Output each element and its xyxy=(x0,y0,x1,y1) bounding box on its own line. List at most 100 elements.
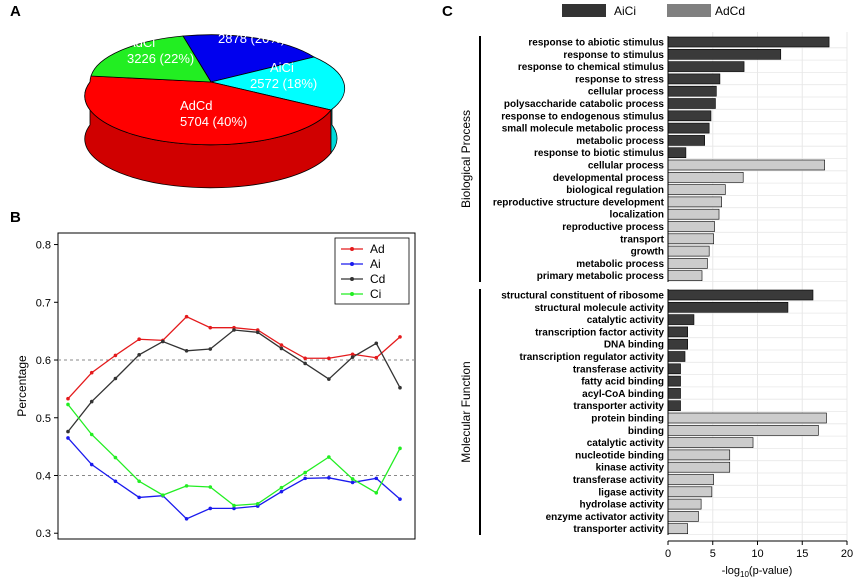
bar xyxy=(667,375,681,387)
bar xyxy=(667,461,731,473)
legend-label-ai: Ai xyxy=(370,257,381,271)
bar-label: small molecule metabolic process xyxy=(502,124,665,135)
bar-label: cellular process xyxy=(588,87,665,98)
x-tick-label: 10 xyxy=(751,548,763,560)
x-tick-label: 0 xyxy=(665,548,671,560)
bar xyxy=(667,363,681,375)
point-ci xyxy=(303,470,307,475)
bar xyxy=(667,159,825,171)
group-title: Molecular Function xyxy=(459,361,473,462)
point-ai xyxy=(232,506,236,511)
point-ai xyxy=(303,476,307,481)
bar-label: catalytic activity xyxy=(587,315,665,326)
legend-label-cd: Cd xyxy=(370,272,385,286)
bar xyxy=(667,486,713,498)
pie-name-adcd: AdCd xyxy=(180,98,213,113)
x-axis-label-suffix: (p-value) xyxy=(749,565,792,577)
bar-chart: AiCi AdCd response to abiotic stimulusres… xyxy=(459,4,853,579)
bar-label: response to biotic stimulus xyxy=(534,148,664,159)
bar-label: reproductive process xyxy=(562,222,664,233)
bar xyxy=(667,314,695,325)
point-ai xyxy=(398,497,402,501)
bar xyxy=(667,523,688,535)
bar-label: cellular process xyxy=(588,161,665,172)
bar-label: response to stress xyxy=(575,74,664,85)
pie-chart: AiCd 2878 (20%) AiCi 2572 (18%) AdCd 570… xyxy=(84,16,346,189)
x-axis-label-prefix: -log xyxy=(722,565,740,577)
bar-label: transcription regulator activity xyxy=(520,352,665,363)
pie-slice-aicd xyxy=(182,34,316,83)
series-line-ci xyxy=(67,404,401,507)
point-ad xyxy=(113,353,118,358)
point-ad xyxy=(398,335,402,339)
legend-marker-cd xyxy=(350,277,354,281)
legend-label-ci: Ci xyxy=(370,287,381,301)
point-cd xyxy=(232,328,236,332)
bar xyxy=(667,449,731,461)
point-ci xyxy=(184,484,189,488)
y-tick-label: 0.4 xyxy=(36,470,51,482)
point-cd xyxy=(137,353,141,357)
bar xyxy=(667,474,714,485)
point-ad xyxy=(66,396,70,401)
y-tick-label: 0.5 xyxy=(36,413,51,425)
bar-label: transcription factor activity xyxy=(535,327,664,338)
point-ai xyxy=(137,495,141,500)
group-molecular-function: structural constituent of ribosomestruct… xyxy=(459,289,847,535)
pie-name-adci: AdCi xyxy=(127,35,155,50)
point-ad xyxy=(374,355,379,360)
bar xyxy=(667,258,708,269)
bar-label: enzyme activator activity xyxy=(546,512,665,523)
bar xyxy=(667,289,814,301)
point-cd xyxy=(303,361,307,366)
bar-label: acyl-CoA binding xyxy=(582,389,664,400)
bar xyxy=(667,233,714,245)
bar xyxy=(667,48,782,60)
bar-label: localization xyxy=(610,210,664,221)
bar-label: transporter activity xyxy=(573,401,664,412)
legend-label-aici: AiCi xyxy=(614,4,636,18)
bar xyxy=(667,245,710,257)
bar xyxy=(667,301,789,313)
point-cd xyxy=(350,355,355,359)
legend-marker-ai xyxy=(350,262,354,266)
bar-label: response to chemical stimulus xyxy=(518,62,665,73)
point-ad xyxy=(184,314,189,319)
bar xyxy=(667,270,703,282)
bar-label: biological regulation xyxy=(566,185,664,196)
bar-label: structural constituent of ribosome xyxy=(501,291,664,302)
point-ai xyxy=(66,436,70,440)
series-line-cd xyxy=(67,329,401,433)
legend-label-ad: Ad xyxy=(370,242,385,256)
bar-label: binding xyxy=(628,426,664,437)
point-ad xyxy=(327,356,331,361)
x-tick-label: 15 xyxy=(796,548,808,560)
bar-label: kinase activity xyxy=(596,463,665,474)
bar-label: developmental process xyxy=(553,173,665,184)
bar-label: polysaccharide catabolic process xyxy=(504,99,665,110)
group-title: Biological Process xyxy=(459,110,473,208)
y-tick-label: 0.7 xyxy=(36,297,51,309)
bar xyxy=(667,437,754,448)
point-ad xyxy=(279,343,284,347)
pie-slice-aici xyxy=(210,56,346,111)
point-ai xyxy=(208,506,213,511)
point-ai xyxy=(350,480,355,485)
y-tick-label: 0.3 xyxy=(36,528,51,540)
bar xyxy=(667,338,688,350)
legend-marker-ad xyxy=(350,247,354,251)
pie-value-adci: 3226 (22%) xyxy=(127,51,194,66)
bar xyxy=(667,98,716,109)
point-ad xyxy=(89,370,94,375)
point-ci xyxy=(327,455,331,459)
bar xyxy=(667,36,830,48)
legend-swatch-adcd xyxy=(667,4,711,17)
bar-label: fatty acid binding xyxy=(581,377,664,388)
point-cd xyxy=(184,348,189,353)
point-cd xyxy=(66,429,70,434)
bar-label: metabolic process xyxy=(576,136,664,147)
point-ad xyxy=(303,356,307,361)
